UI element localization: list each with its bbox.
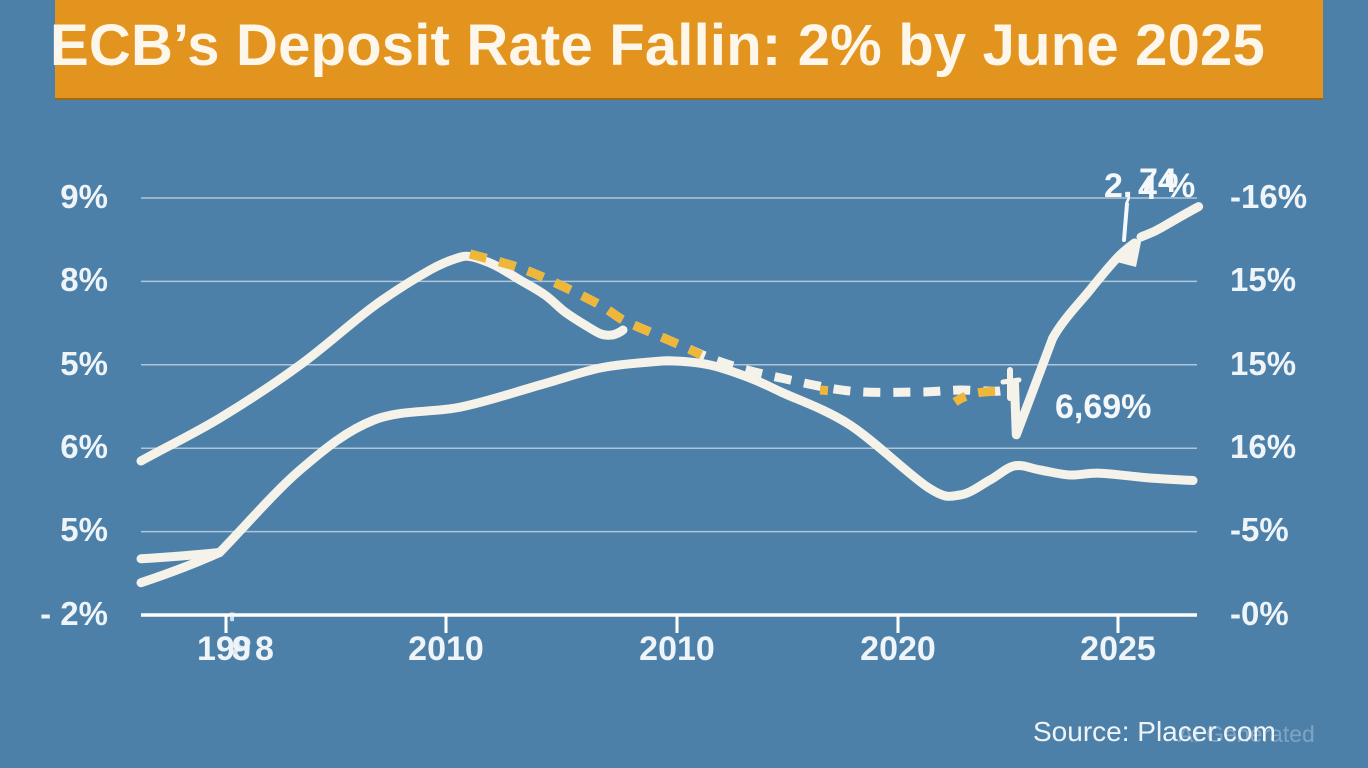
- svg-text:15%: 15%: [1230, 261, 1296, 298]
- svg-text:2020: 2020: [860, 630, 936, 668]
- svg-text:-16%: -16%: [1230, 178, 1307, 215]
- svg-text:2,: 2,: [1104, 167, 1132, 205]
- svg-text:-0%: -0%: [1230, 595, 1289, 632]
- svg-text:': ': [228, 606, 236, 644]
- svg-text:%: %: [1165, 167, 1195, 205]
- svg-text:16%: 16%: [1230, 428, 1296, 465]
- svg-text:8%: 8%: [60, 261, 108, 298]
- svg-text:2025: 2025: [1080, 630, 1156, 668]
- svg-text:9%: 9%: [60, 178, 108, 215]
- svg-text:2010: 2010: [639, 630, 715, 668]
- svg-text:2010: 2010: [408, 630, 484, 668]
- svg-text:6%: 6%: [60, 428, 108, 465]
- svg-text:8: 8: [255, 630, 274, 668]
- svg-text:5%: 5%: [60, 345, 108, 382]
- svg-text:- 2%: - 2%: [40, 595, 108, 632]
- svg-text:5%: 5%: [60, 511, 108, 548]
- svg-text:-5%: -5%: [1230, 511, 1289, 548]
- svg-text:15%: 15%: [1230, 345, 1296, 382]
- svg-text:6,69%: 6,69%: [1055, 388, 1151, 426]
- svg-text:4: 4: [1138, 169, 1157, 207]
